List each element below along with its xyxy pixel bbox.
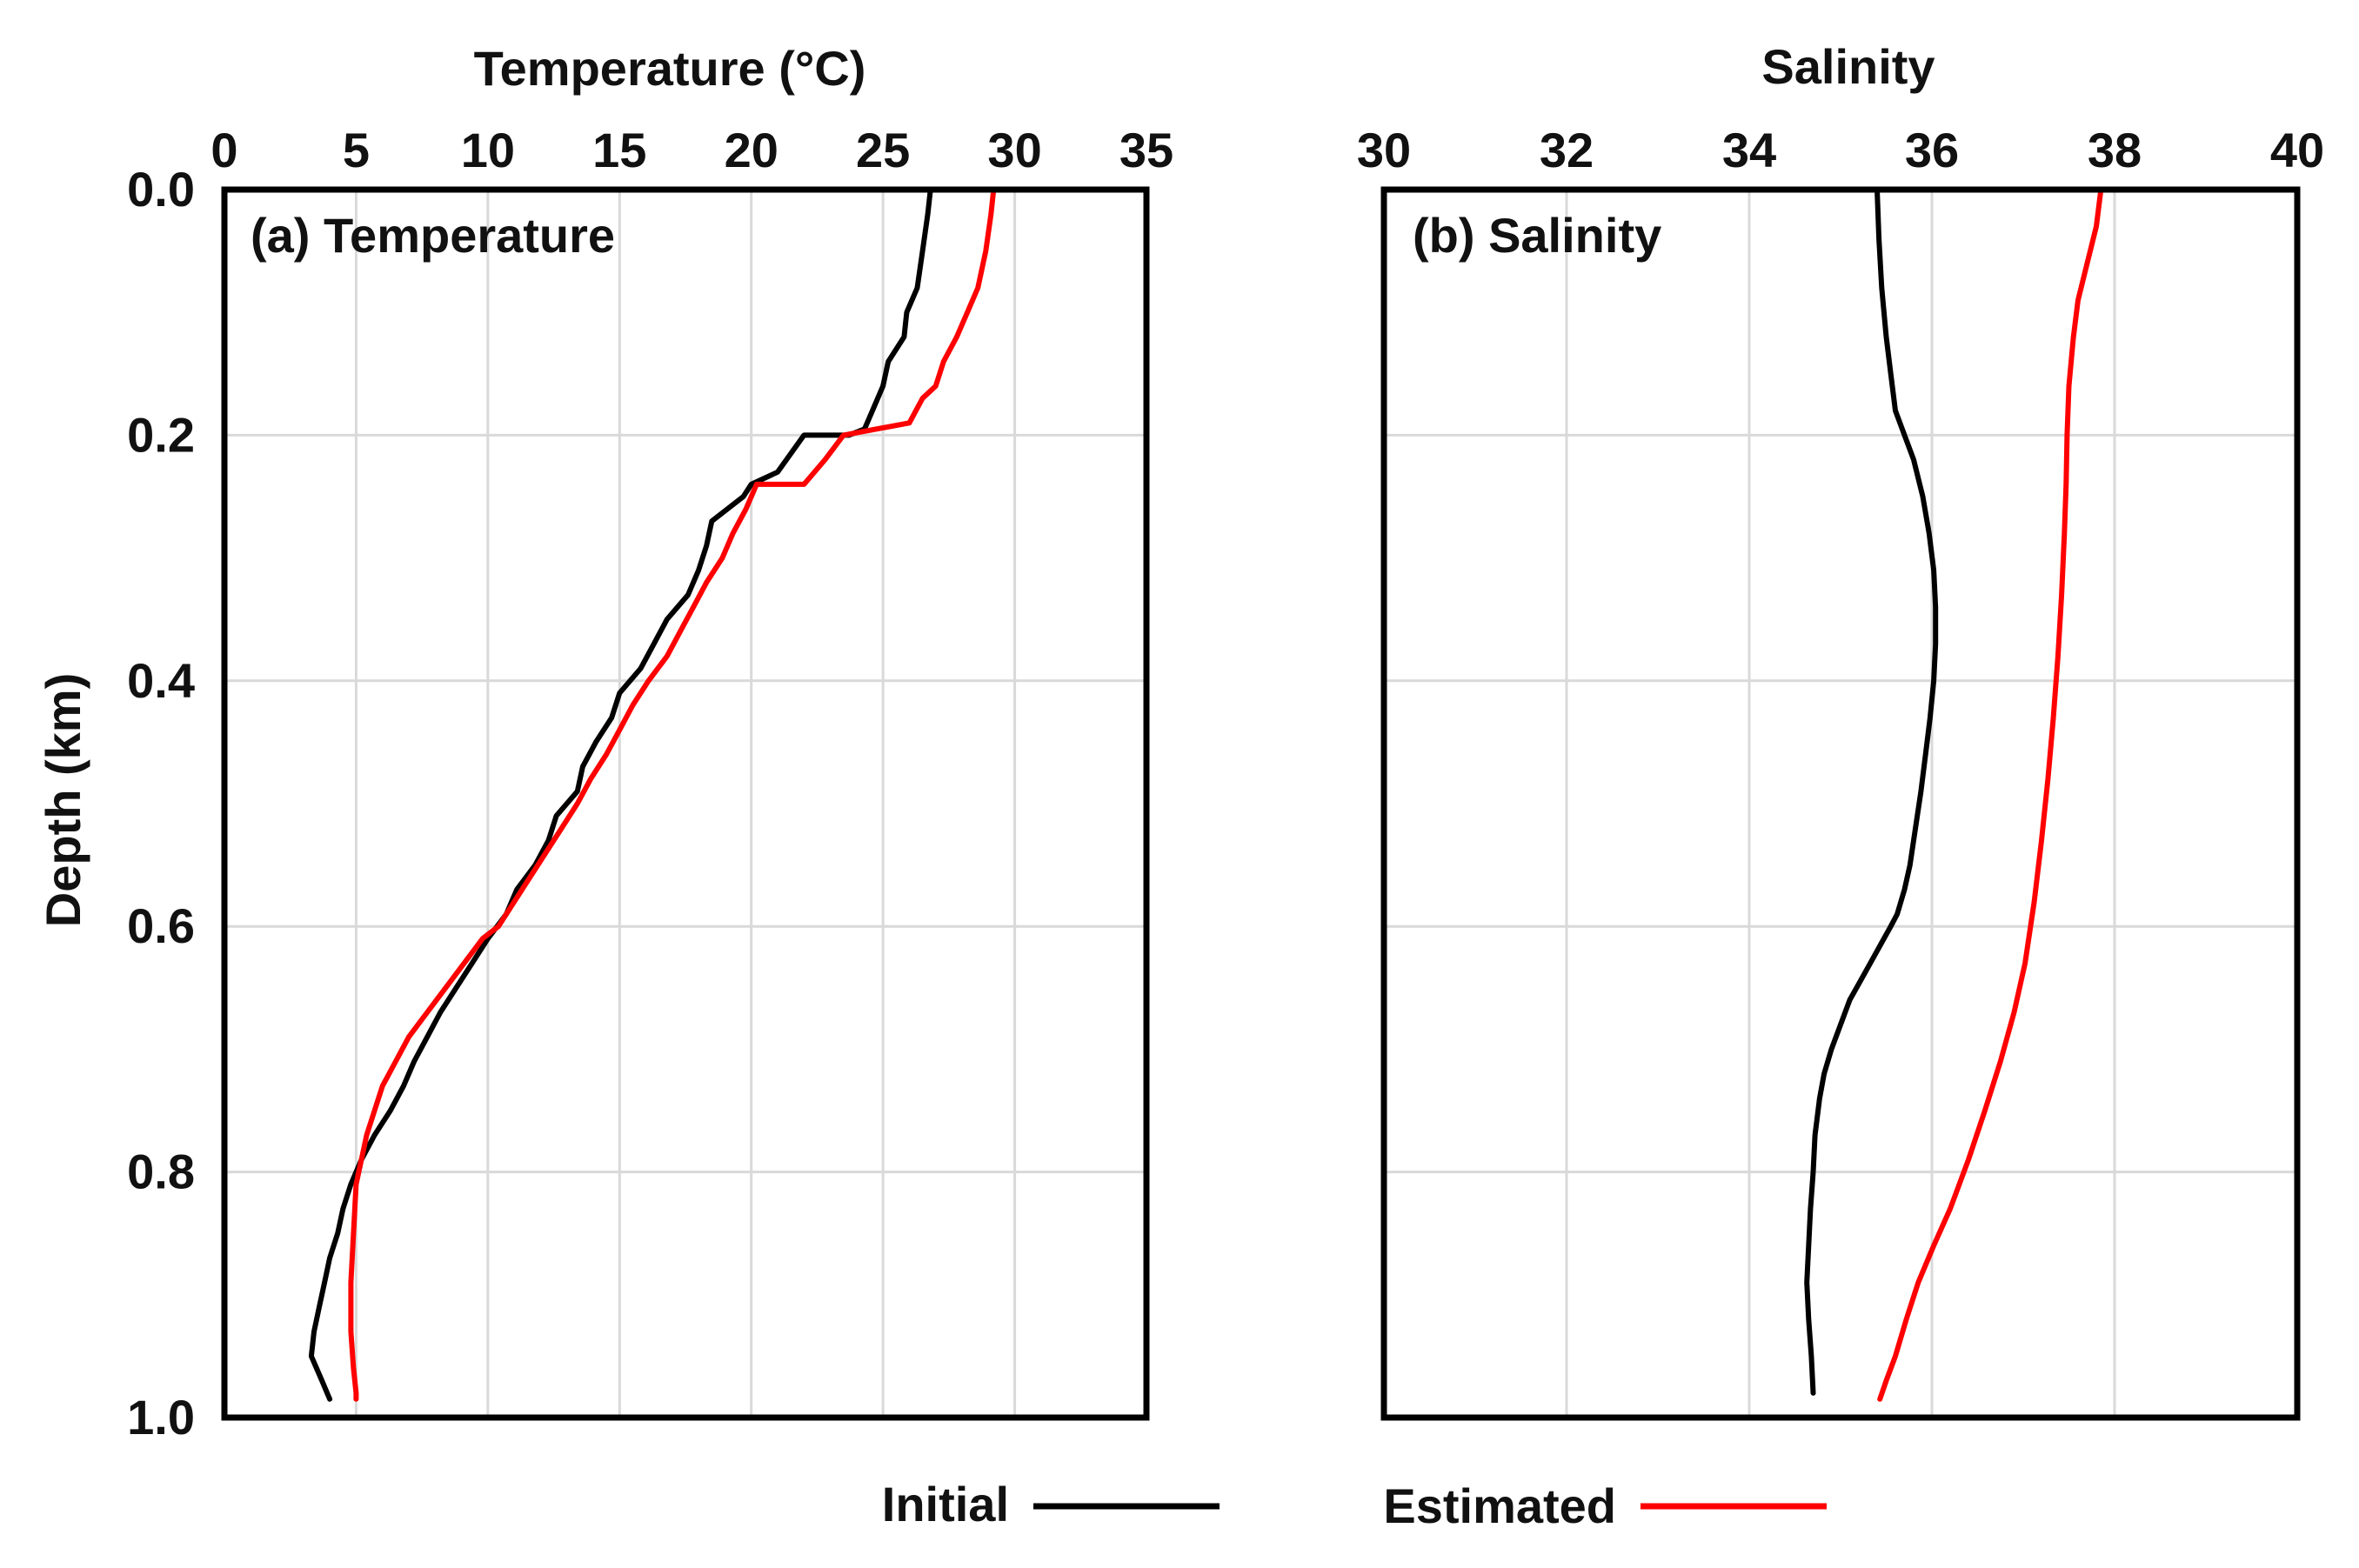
temperature-x-tick-label: 20 bbox=[725, 123, 779, 177]
depth-axis-title: Depth (km) bbox=[36, 673, 90, 927]
salinity-panel-label: (b) Salinity bbox=[1413, 208, 1661, 263]
temperature-estimated-line bbox=[348, 187, 997, 1402]
salinity-x-tick-label: 40 bbox=[2270, 123, 2324, 177]
depth-y-tick-label: 0.4 bbox=[127, 653, 195, 708]
temperature-x-tick-label: 30 bbox=[987, 123, 1041, 177]
legend: Initial Estimated bbox=[882, 1477, 1827, 1533]
salinity-axis-title: Salinity bbox=[1761, 39, 1935, 94]
salinity-grid bbox=[1384, 190, 2297, 1418]
salinity-x-tick-label: 36 bbox=[1905, 123, 1959, 177]
temperature-x-tick-label: 0 bbox=[211, 123, 237, 177]
temperature-x-tick-label: 10 bbox=[461, 123, 515, 177]
depth-y-tick-label: 0.6 bbox=[127, 898, 195, 953]
temperature-x-tick-label: 15 bbox=[592, 123, 646, 177]
salinity-initial-line bbox=[1804, 187, 1939, 1396]
temperature-series bbox=[308, 187, 997, 1402]
salinity-series bbox=[1804, 187, 2104, 1402]
salinity-x-tick-label: 32 bbox=[1540, 123, 1594, 177]
salinity-x-tick-label: 30 bbox=[1357, 123, 1411, 177]
temperature-panel-label: (a) Temperature bbox=[251, 208, 615, 263]
salinity-plot-frame bbox=[1380, 186, 2301, 1421]
depth-y-tick-label: 0.2 bbox=[127, 407, 195, 462]
temperature-plot-frame bbox=[221, 186, 1150, 1421]
legend-item-initial: Initial bbox=[882, 1477, 1220, 1531]
temperature-x-tick-label: 5 bbox=[343, 123, 370, 177]
legend-item-estimated: Estimated bbox=[1383, 1478, 1827, 1533]
depth-y-tick-label: 1.0 bbox=[127, 1390, 195, 1445]
temperature-axis-title: Temperature (°C) bbox=[474, 41, 866, 96]
salinity-x-tick-label: 34 bbox=[1722, 123, 1776, 177]
salinity-estimated-line bbox=[1877, 187, 2104, 1402]
legend-label-initial: Initial bbox=[882, 1477, 1009, 1531]
salinity-panel: 30 32 34 36 38 40 Salinity (b) Salinity bbox=[1357, 39, 2324, 1421]
temperature-grid bbox=[224, 190, 1146, 1418]
temperature-initial-line bbox=[308, 187, 933, 1402]
temperature-x-ticks: 0 5 10 15 20 25 30 35 bbox=[211, 123, 1173, 177]
salinity-x-ticks: 30 32 34 36 38 40 bbox=[1357, 123, 2324, 177]
legend-label-estimated: Estimated bbox=[1383, 1478, 1616, 1533]
depth-y-ticks: 0.0 0.2 0.4 0.6 0.8 1.0 bbox=[127, 162, 195, 1445]
temperature-panel: 0 5 10 15 20 25 30 35 0.0 0.2 0.4 0.6 0.8 1.0 Temper… bbox=[36, 41, 1173, 1445]
temperature-x-tick-label: 35 bbox=[1119, 123, 1173, 177]
temperature-x-tick-label: 25 bbox=[856, 123, 910, 177]
depth-y-tick-label: 0.0 bbox=[127, 162, 195, 217]
salinity-x-tick-label: 38 bbox=[2088, 123, 2142, 177]
depth-y-tick-label: 0.8 bbox=[127, 1144, 195, 1199]
